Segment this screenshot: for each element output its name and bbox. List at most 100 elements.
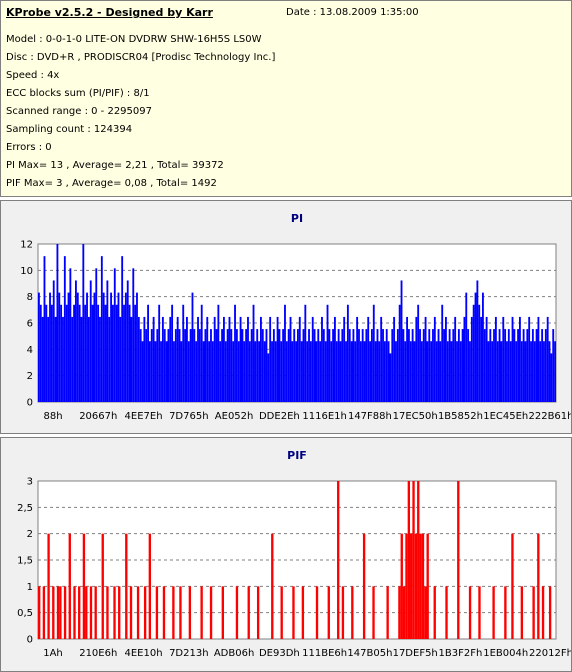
pi-bar: [439, 341, 442, 402]
pi-bar: [106, 280, 109, 402]
pi-bar: [60, 304, 63, 402]
pi-bar: [369, 341, 371, 402]
pif-bar: [424, 586, 427, 639]
pi-bar: [548, 341, 551, 402]
pi-bar: [441, 304, 444, 402]
pi-bar: [417, 304, 420, 402]
pi-bar: [332, 329, 334, 402]
info-range: Scanned range : 0 - 2295097: [6, 106, 152, 117]
pi-bar: [383, 341, 386, 402]
pi-bar: [161, 316, 164, 402]
pi-x-tick-label: 1116E1h: [302, 411, 346, 422]
pi-x-tick-label: 1B5852h: [438, 411, 483, 422]
pi-bar: [200, 304, 203, 402]
pi-bar: [291, 341, 294, 402]
pi-bar: [300, 341, 303, 402]
pif-bar: [362, 533, 366, 639]
pi-x-tick-label: 20667h: [79, 411, 117, 422]
pi-bar: [302, 329, 305, 402]
pi-bar: [152, 316, 155, 402]
pi-bar: [278, 329, 281, 402]
pif-bar: [504, 586, 507, 639]
pi-bar: [230, 329, 233, 402]
pi-x-tick-label: 17EC50h: [393, 411, 438, 422]
pi-bar: [428, 329, 431, 402]
pi-bar: [186, 316, 188, 402]
pi-bar: [219, 341, 222, 402]
pi-bar: [95, 268, 98, 402]
pi-bar: [63, 256, 66, 402]
pi-bar: [71, 316, 74, 402]
pi-bar: [317, 329, 320, 402]
pi-bar: [408, 329, 410, 402]
pi-bar: [228, 316, 231, 402]
pi-bar: [382, 329, 384, 402]
pi-bar: [494, 316, 497, 402]
pi-bar: [531, 329, 534, 402]
pif-bar: [118, 586, 121, 639]
pi-bar: [321, 316, 323, 402]
pif-chart-title: PIF: [287, 449, 307, 462]
pi-bar: [252, 304, 255, 402]
pi-bar: [483, 329, 486, 402]
pi-bar: [322, 329, 325, 402]
pi-bar: [215, 329, 218, 402]
pi-bar: [234, 304, 236, 402]
pi-bar: [41, 316, 44, 402]
pi-bar: [443, 329, 445, 402]
pi-bar: [297, 329, 299, 402]
pif-bar: [256, 586, 260, 639]
pi-bar: [393, 316, 396, 402]
pi-bar: [309, 341, 312, 402]
pif-bar: [532, 586, 535, 639]
pi-bar: [459, 341, 462, 402]
pif-x-tick-label: 111BE6h: [302, 648, 347, 659]
pif-bar: [172, 586, 175, 639]
pi-bar: [411, 329, 414, 402]
pi-x-tick-label: DDE2Eh: [259, 411, 300, 422]
pif-bar: [426, 533, 429, 639]
pi-bar: [247, 316, 249, 402]
pi-bar: [158, 304, 161, 402]
pi-bar: [324, 341, 327, 402]
pi-bar: [54, 316, 57, 402]
info-speed: Speed : 4x: [6, 70, 60, 81]
pi-bar: [223, 316, 225, 402]
pi-y-tick-label: 10: [20, 266, 33, 277]
pi-bar: [108, 316, 111, 402]
pi-bar: [75, 280, 77, 402]
pif-bar: [179, 586, 182, 639]
pi-bar: [256, 329, 259, 402]
pi-bar: [335, 341, 338, 402]
pi-bar: [343, 316, 346, 402]
pi-bar: [213, 316, 216, 402]
pi-bar: [178, 329, 181, 402]
pi-bar: [100, 256, 103, 402]
pi-bar: [58, 292, 61, 402]
pi-bar: [406, 316, 408, 402]
info-pif-summary: PIF Max= 3 , Average= 0,08 , Total= 1492: [6, 178, 217, 189]
pi-chart-panel: PI 0 2 4 6 8 10 12 88h 20667h 4EE7Eh 7D765h AE052h DD…: [0, 200, 572, 434]
scan-date: Date : 13.08.2009 1:35:00: [286, 7, 419, 18]
pi-bar: [130, 316, 133, 402]
pi-bar: [39, 304, 42, 402]
pif-x-tick-label: ADB06h: [214, 648, 254, 659]
pi-bar: [110, 292, 112, 402]
pi-bar: [99, 316, 101, 402]
pi-bar: [86, 292, 88, 402]
pif-bar: [410, 533, 413, 639]
pi-bar: [528, 316, 531, 402]
pi-x-tick-label: 147F88h: [348, 411, 392, 422]
pi-bar: [282, 329, 285, 402]
pi-bar: [143, 316, 146, 402]
pi-bar: [374, 341, 377, 402]
pi-bar: [430, 341, 433, 402]
pif-bar: [402, 586, 406, 639]
pi-bar: [163, 329, 166, 402]
pif-bar: [400, 533, 403, 639]
pi-bar: [522, 329, 525, 402]
pi-bar: [363, 341, 366, 402]
pi-bar: [271, 341, 273, 402]
pi-bar: [132, 268, 135, 402]
pi-bar: [221, 329, 223, 402]
